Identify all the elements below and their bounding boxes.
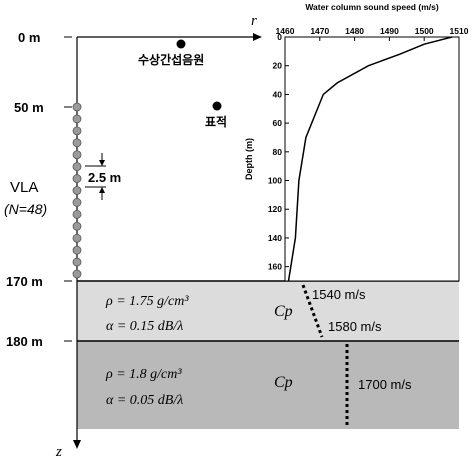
chart-plot-area (284, 36, 460, 282)
depth-label-50: 50 m (14, 100, 44, 115)
y-tick-label: 80 (273, 147, 283, 157)
sediment-layer-1 (77, 281, 459, 341)
vla-hydrophone (72, 162, 82, 172)
x-tick-label: 1510 (450, 26, 469, 36)
sediment-layer-2 (77, 341, 459, 429)
range-axis-label: r (251, 13, 257, 29)
layer-1-cp-bottom: 1580 m/s (328, 319, 382, 334)
vla-hydrophone (72, 114, 82, 124)
layer-1-cp-label: Cp (274, 303, 293, 320)
target-dot (212, 101, 222, 111)
spacing-label: 2.5 m (88, 170, 121, 185)
x-tick-label: 1500 (415, 26, 434, 36)
x-tick-label: 1480 (345, 26, 364, 36)
chart-x-ticks: 1460 1470 1480 1490 1500 1510 (276, 26, 469, 41)
layer-2-cp-label: Cp (274, 374, 293, 391)
vla-hydrophone (72, 174, 82, 183)
interferer-source-dot (176, 39, 186, 49)
vla-hydrophone (72, 198, 82, 207)
vla-label: VLA (10, 179, 38, 196)
spacing-arrow-up-icon (99, 187, 105, 193)
depth-axis-label: z (55, 444, 62, 457)
y-tick-label: 100 (268, 176, 282, 186)
layer-2-cp-value: 1700 m/s (358, 377, 412, 392)
range-axis-arrow-icon (253, 33, 262, 41)
x-tick-label: 1470 (310, 26, 329, 36)
y-tick-label: 140 (268, 233, 282, 243)
vla-count-label: (N=48) (4, 201, 47, 217)
sound-speed-line (287, 36, 453, 282)
y-tick-label: 20 (273, 61, 283, 71)
vla-hydrophone (72, 102, 82, 112)
vla-hydrophone (72, 245, 82, 255)
chart-y-ticks: 0 20 40 60 80 100 120 140 160 (268, 32, 289, 272)
layer-1-cp-top: 1540 m/s (312, 287, 366, 302)
depth-label-0: 0 m (18, 30, 40, 45)
vla-hydrophone (72, 138, 82, 148)
y-tick-label: 0 (277, 32, 282, 42)
depth-label-170: 170 m (6, 274, 43, 289)
vla-hydrophones (72, 102, 82, 279)
y-tick-label: 120 (268, 204, 282, 214)
target-label: 표적 (205, 114, 227, 129)
layer-1-density: ρ = 1.75 g/cm³ (105, 294, 189, 309)
chart-ylabel: Depth (m) (244, 138, 254, 180)
vla-hydrophone (72, 269, 82, 279)
depth-axis-arrow-icon (73, 440, 81, 449)
x-tick-label: 1460 (276, 26, 295, 36)
x-tick-label: 1490 (380, 26, 399, 36)
y-tick-label: 160 (268, 262, 282, 272)
spacing-arrow-down-icon (99, 160, 105, 166)
vla-hydrophone (72, 186, 82, 195)
chart-title: Water column sound speed (m/s) (305, 2, 439, 12)
vla-hydrophone (72, 221, 82, 231)
vla-hydrophone (72, 126, 82, 136)
depth-label-180: 180 m (6, 334, 43, 349)
interferer-label: 수상간섭음원 (138, 52, 204, 67)
vla-hydrophone (72, 257, 82, 267)
sound-speed-profile-chart: Water column sound speed (m/s) Depth (m)… (244, 2, 469, 282)
layer-2-attenuation: α = 0.05 dB/λ (106, 393, 183, 408)
vla-hydrophone (72, 209, 82, 219)
layer-2-density: ρ = 1.8 g/cm³ (105, 367, 182, 382)
vla-hydrophone (72, 233, 82, 243)
vla-hydrophone (72, 150, 82, 160)
y-tick-label: 60 (273, 118, 283, 128)
layer-1-attenuation: α = 0.15 dB/λ (106, 319, 183, 334)
y-tick-label: 40 (273, 89, 283, 99)
